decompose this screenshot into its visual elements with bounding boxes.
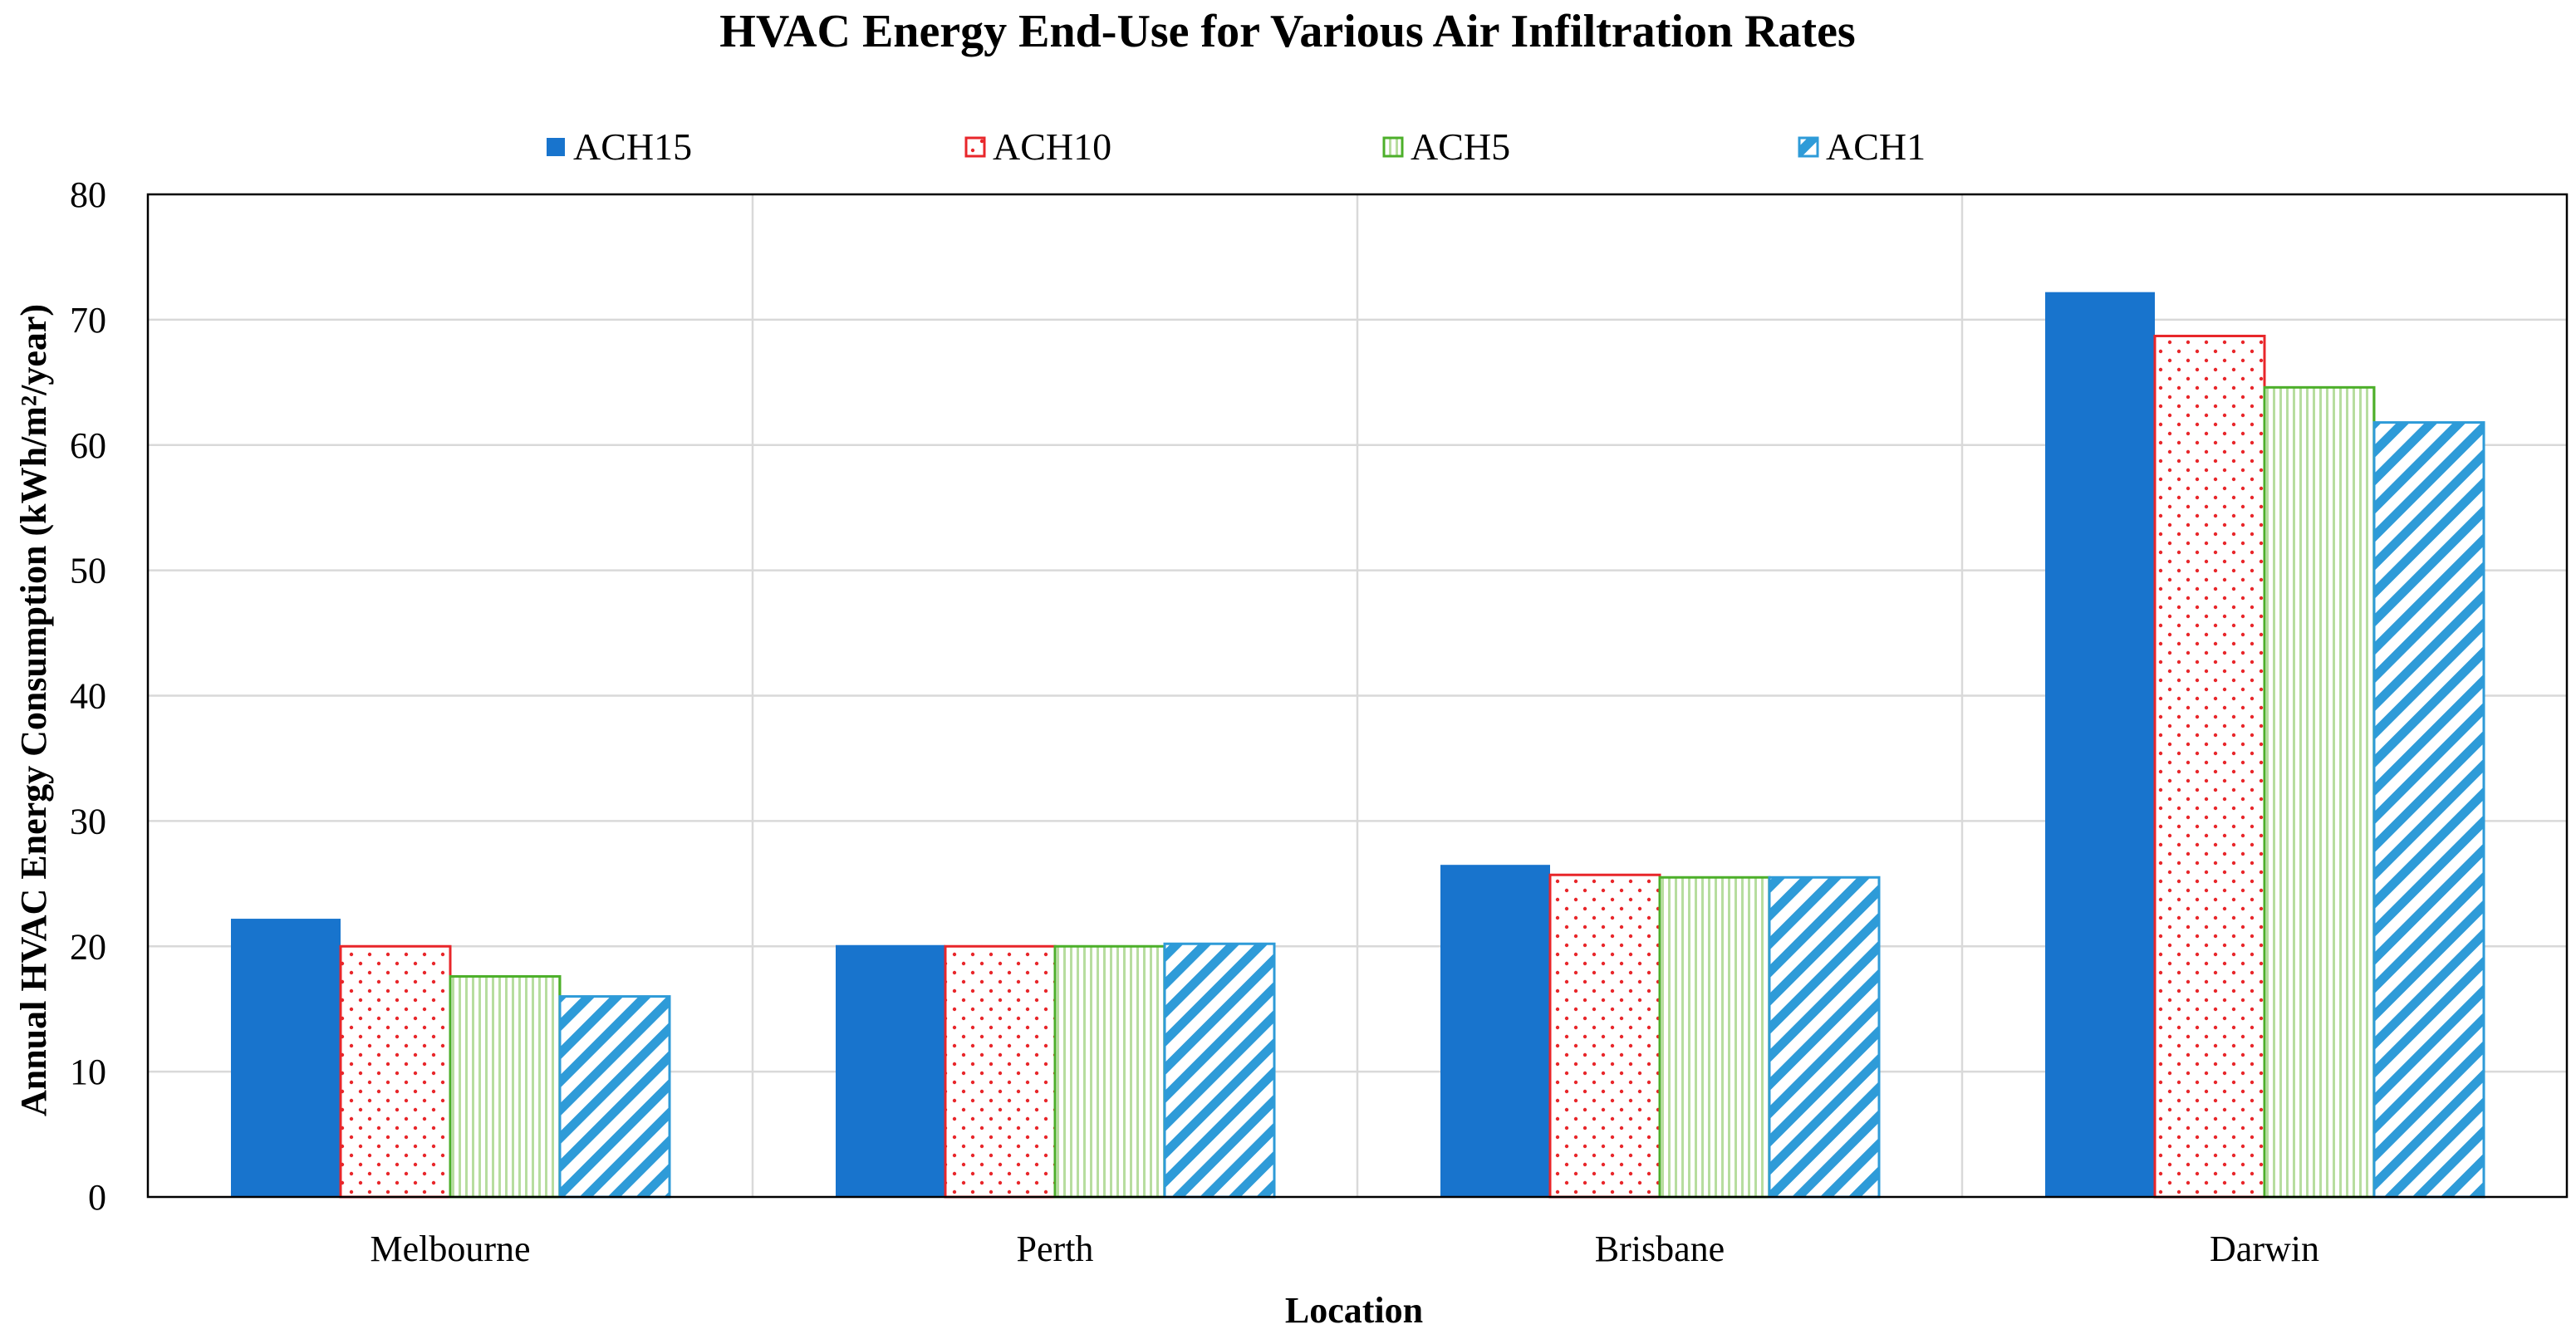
y-tick-label: 0 [88, 1177, 106, 1218]
legend-label-ach1: ACH1 [1826, 125, 1926, 168]
bar-ach5-darwin [2263, 385, 2376, 1199]
bar-ach10-melbourne [339, 944, 452, 1199]
bar-ach1-brisbane [1768, 876, 1881, 1199]
x-axis-label: Location [1285, 1290, 1423, 1331]
x-tick-label: Darwin [2210, 1229, 2319, 1269]
y-tick-label: 30 [70, 801, 106, 841]
bar-series-group [231, 292, 2485, 1199]
y-tick-label: 70 [70, 300, 106, 341]
bar-ach1-darwin [2372, 421, 2485, 1199]
y-tick-label: 20 [70, 926, 106, 967]
legend-swatch-ach15 [547, 138, 565, 156]
bar-ach5-perth [1053, 944, 1166, 1199]
legend-swatch-ach1 [1798, 136, 1819, 158]
y-axis-label: Annual HVAC Energy Consumption (kWh/m²/y… [13, 304, 54, 1116]
plot-area-frame [146, 193, 2569, 1199]
legend-label-ach5: ACH5 [1411, 125, 1510, 168]
chart-title: HVAC Energy End-Use for Various Air Infi… [719, 6, 1855, 57]
y-tick-label: 40 [70, 676, 106, 717]
y-tick-label: 50 [70, 551, 106, 591]
series-ach10 [339, 334, 2266, 1199]
x-axis-ticks: Melbourne Perth Brisbane Darwin [370, 1229, 2319, 1269]
x-tick-label: Brisbane [1595, 1229, 1725, 1269]
gridlines [148, 194, 2567, 1197]
bar-ach1-melbourne [558, 995, 671, 1199]
y-tick-label: 80 [70, 174, 106, 215]
y-axis-ticks: 0 10 20 30 40 50 60 70 80 [70, 174, 106, 1218]
x-tick-label: Melbourne [370, 1229, 530, 1269]
bar-ach15-darwin [2045, 292, 2155, 1197]
legend-swatch-ach10 [964, 136, 986, 158]
legend: ACH15 ACH10 ACH5 ACH1 [547, 125, 1926, 168]
bar-ach15-melbourne [231, 919, 341, 1197]
y-tick-label: 10 [70, 1052, 106, 1092]
x-tick-label: Perth [1017, 1229, 1094, 1269]
series-ach1 [558, 421, 2485, 1199]
bar-ach10-brisbane [1548, 873, 1661, 1199]
legend-label-ach10: ACH10 [993, 125, 1111, 168]
bar-ach10-perth [944, 944, 1057, 1199]
bar-ach5-melbourne [449, 974, 562, 1199]
legend-swatch-ach5 [1382, 136, 1404, 158]
series-ach15 [231, 292, 2155, 1197]
bar-ach10-darwin [2153, 334, 2266, 1199]
y-tick-label: 60 [70, 425, 106, 466]
series-ach5 [449, 385, 2376, 1199]
bar-ach1-perth [1163, 942, 1276, 1199]
bar-ach15-perth [836, 944, 945, 1197]
bar-ach5-brisbane [1658, 876, 1771, 1199]
legend-label-ach15: ACH15 [573, 125, 692, 168]
bar-ach15-brisbane [1440, 865, 1550, 1197]
